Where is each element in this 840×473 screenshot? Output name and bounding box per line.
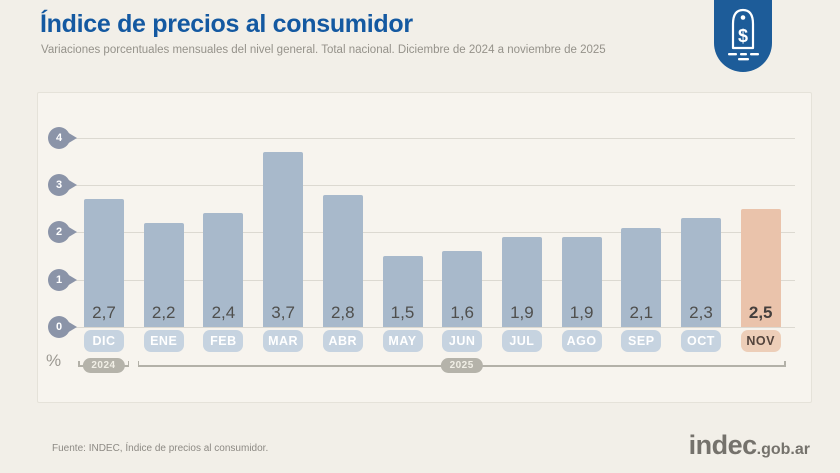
bar-nov: [740, 208, 781, 327]
year-bracket-tick-2024-0: [78, 361, 80, 366]
price-tag-dollar-icon: $: [728, 8, 759, 61]
gridline-2: [76, 232, 795, 234]
month-label-may: MAY: [382, 330, 423, 352]
price-tag-badge: $: [714, 0, 772, 72]
value-label-jun: 1,6: [450, 303, 474, 322]
bar-ago: [561, 237, 602, 327]
year-bracket-tick-2025-0: [137, 361, 140, 366]
value-label-feb: 2,4: [211, 303, 236, 322]
value-label-sep: 2,1: [629, 303, 654, 322]
bar-ene: [143, 222, 184, 327]
year-bracket-tick-2025-1: [784, 361, 786, 366]
chart-panel: 4 3 2 1 0 2,7 DIC 2,2 ENE 2,4 FEB 3,7 MAR 2,8 ABR 1,5 MA…: [37, 92, 812, 403]
month-label-oct: OCT: [681, 330, 721, 352]
value-label-ene: 2,2: [151, 303, 176, 322]
y-axis-tick-4: 4: [48, 126, 77, 149]
svg-text:$: $: [738, 26, 748, 46]
gridline-0: [76, 327, 795, 328]
month-label-jul: JUL: [501, 330, 542, 352]
month-label-feb: FEB: [203, 330, 244, 352]
year-bracket-tick-2024-1: [127, 361, 129, 366]
value-label-abr: 2,8: [330, 303, 355, 322]
year-label-2025: 2025: [440, 358, 483, 373]
source-note: Fuente: INDEC, Índice de precios al cons…: [52, 443, 269, 454]
page-title: Índice de precios al consumidor: [40, 10, 413, 38]
y-axis-tick-3: 3: [48, 174, 77, 197]
value-label-ago: 1,9: [569, 303, 594, 322]
value-label-nov: 2,5: [748, 303, 773, 322]
logo-text-suffix: .gob.ar: [756, 441, 810, 458]
indec-logo: indec .gob.ar: [650, 430, 810, 461]
month-label-ago: AGO: [561, 330, 602, 352]
month-label-mar: MAR: [263, 330, 304, 352]
bar-abr: [322, 194, 363, 327]
month-label-ene: ENE: [143, 330, 184, 352]
year-label-2024: 2024: [82, 358, 125, 373]
value-label-may: 1,5: [390, 303, 415, 322]
bar-may: [382, 256, 423, 327]
y-axis-unit-label: %: [46, 351, 62, 370]
bar-sep: [621, 227, 662, 327]
bar-jun: [442, 251, 483, 327]
page-subtitle: Variaciones porcentuales mensuales del n…: [41, 44, 606, 56]
bar-feb: [203, 213, 244, 327]
bar-oct: [681, 218, 721, 327]
bar-dic: [84, 199, 124, 327]
month-label-sep: SEP: [621, 330, 662, 352]
month-label-nov: NOV: [740, 330, 781, 352]
month-label-dic: DIC: [84, 330, 124, 352]
logo-text-main: indec: [688, 430, 758, 460]
value-label-mar: 3,7: [271, 303, 295, 322]
month-label-abr: ABR: [322, 330, 363, 352]
gridline-3: [76, 185, 795, 187]
value-label-dic: 2,7: [92, 303, 116, 322]
gridline-4: [76, 137, 795, 139]
y-axis-tick-2: 2: [48, 221, 77, 244]
value-label-oct: 2,3: [689, 303, 713, 322]
y-axis-tick-0: 0: [48, 316, 77, 338]
y-axis-tick-1: 1: [48, 268, 77, 291]
month-label-jun: JUN: [442, 330, 483, 352]
gridline-1: [76, 279, 795, 281]
bar-jul: [501, 237, 542, 327]
bar-mar: [263, 151, 304, 327]
value-label-jul: 1,9: [510, 303, 534, 322]
